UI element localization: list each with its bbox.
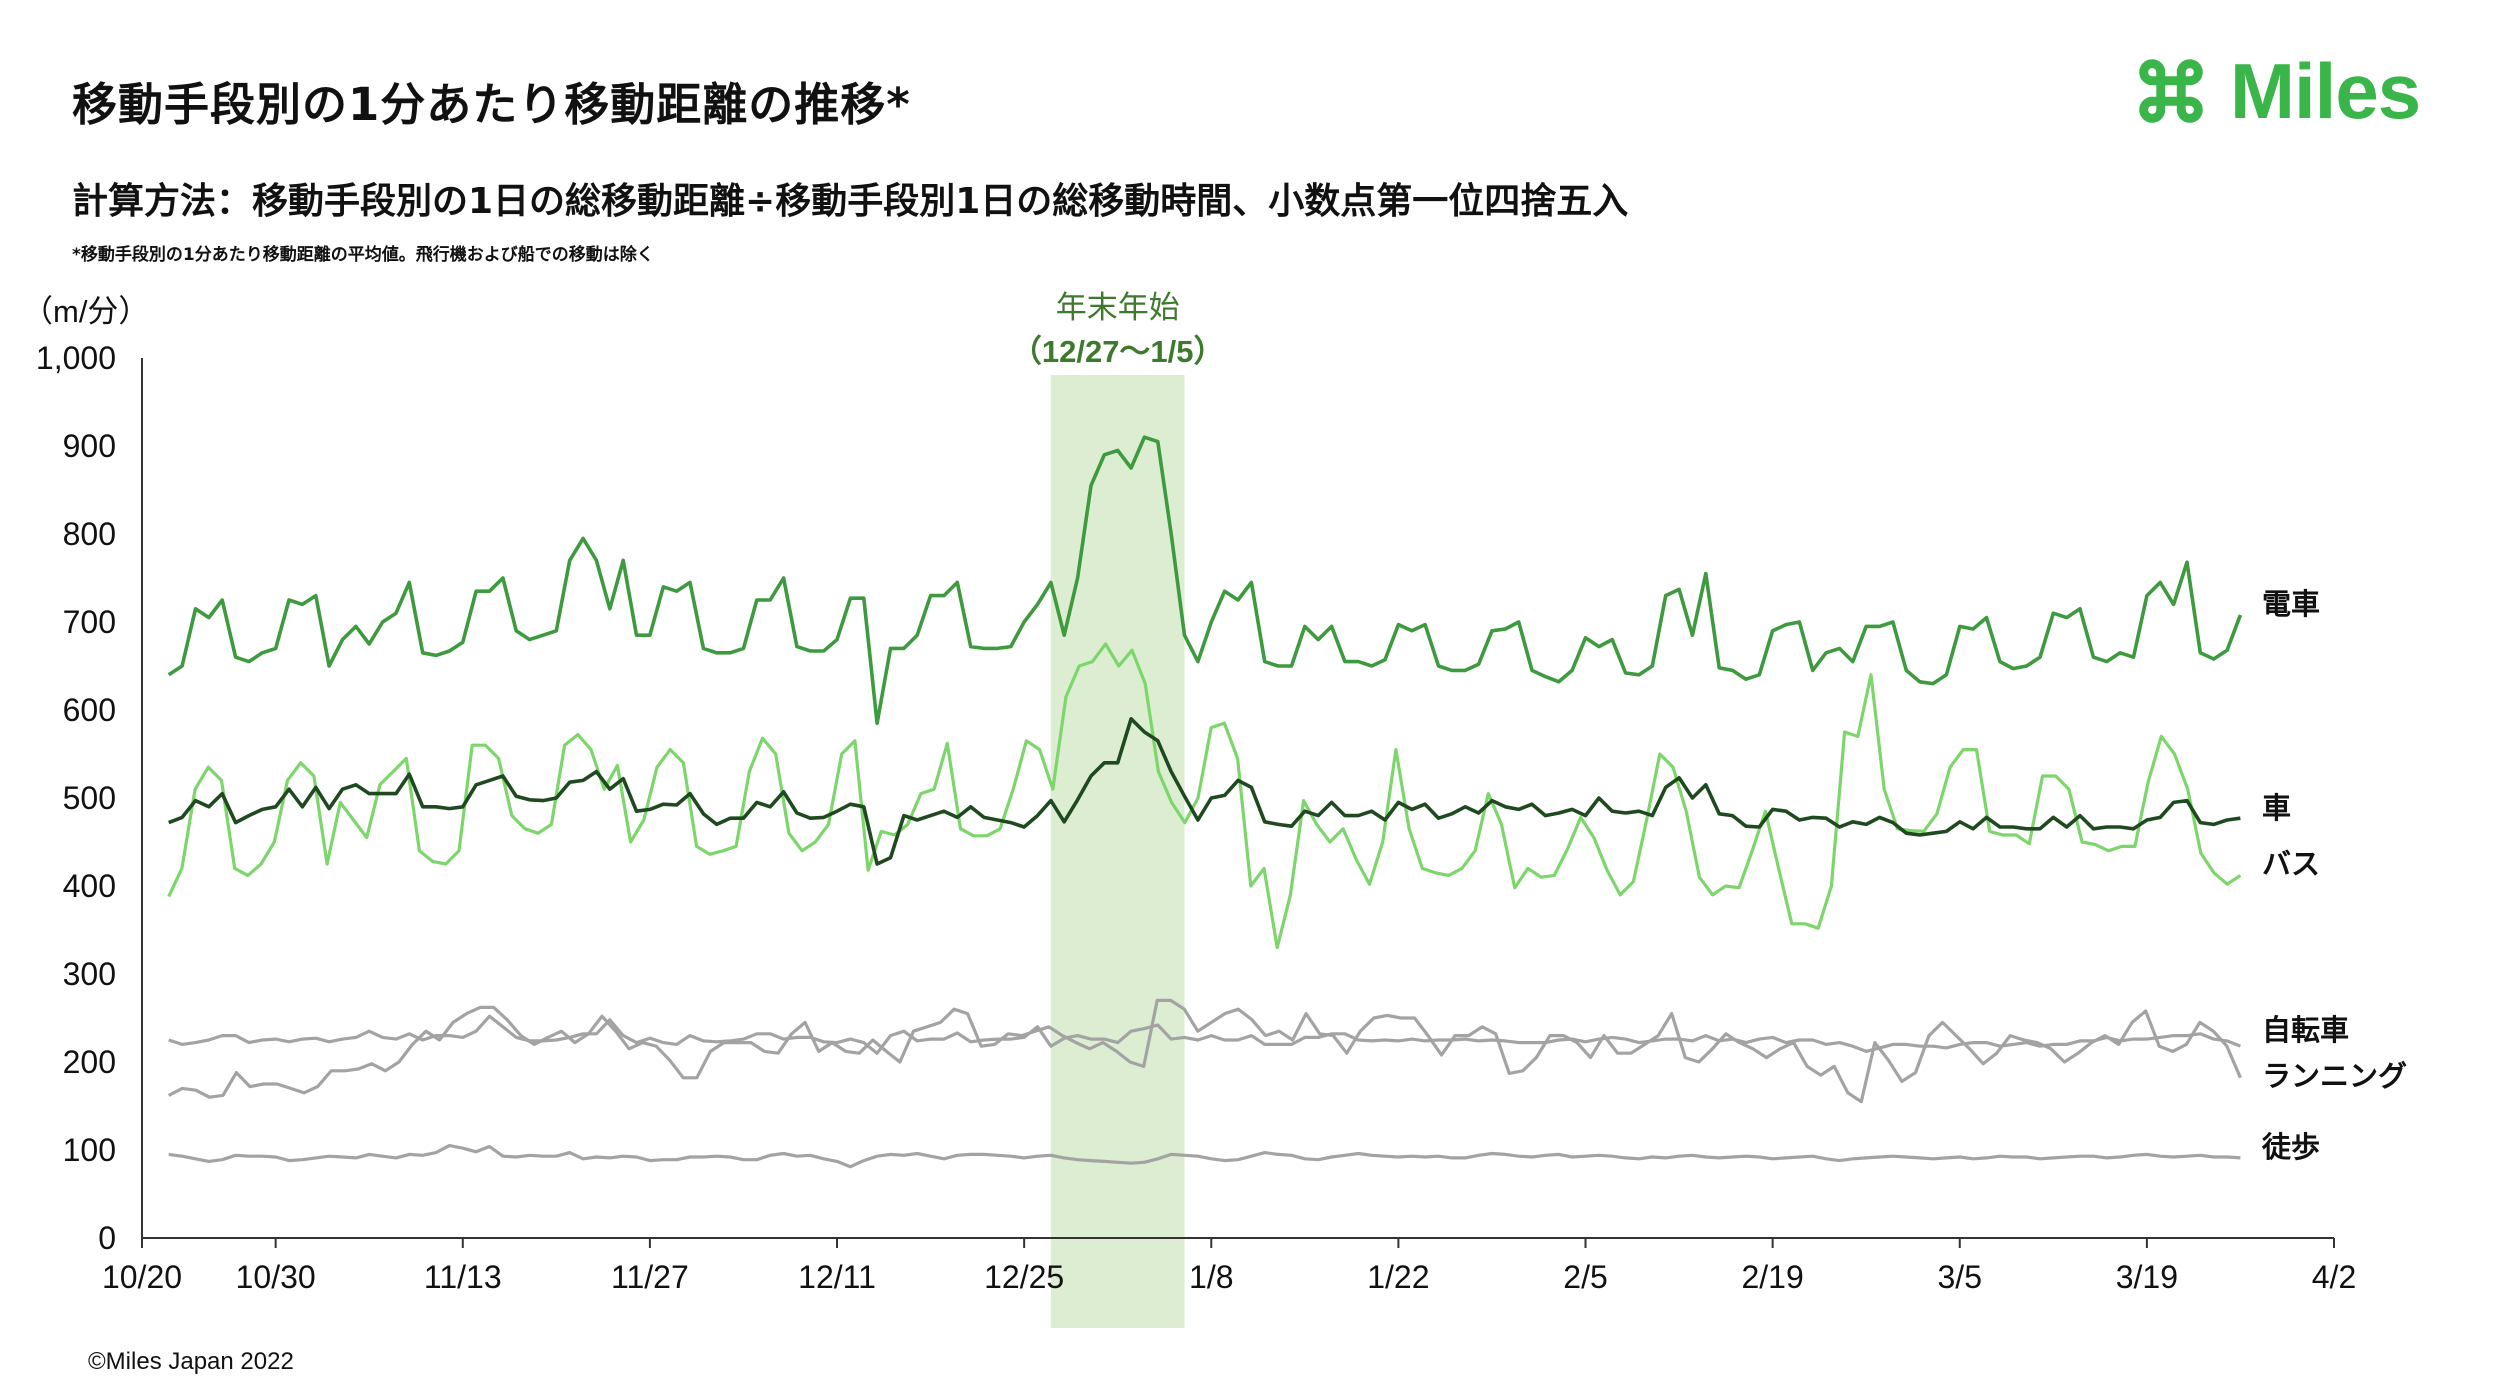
series-label-walk: 徒歩 — [2261, 1131, 2320, 1164]
series-line-run — [167, 998, 2242, 1104]
y-axis-label: （m/分） — [22, 294, 149, 329]
y-tick-label: 300 — [63, 956, 116, 992]
series-label-bike: 自転車 — [2262, 1014, 2349, 1047]
series-line-bus — [167, 642, 2242, 950]
logo-text: Miles — [2230, 46, 2421, 135]
y-tick-label: 400 — [63, 868, 116, 904]
x-tick-label: 3/5 — [1938, 1259, 1982, 1295]
y-tick-label: 500 — [63, 780, 116, 816]
y-tick-label: 100 — [63, 1132, 116, 1168]
footnote: *移動手段別の1分あたり移動距離の平均値。飛行機および船での移動は除く — [72, 245, 654, 265]
x-tick-label: 12/25 — [984, 1259, 1064, 1295]
x-tick-label: 1/22 — [1367, 1259, 1429, 1295]
y-tick-label: 200 — [63, 1044, 116, 1080]
x-tick-label: 2/5 — [1563, 1259, 1607, 1295]
command-key-icon — [2139, 59, 2203, 123]
series-line-walk — [168, 1143, 2241, 1169]
x-tick-label: 2/19 — [1741, 1259, 1803, 1295]
series-line-train — [167, 435, 2243, 726]
y-tick-label: 600 — [63, 692, 116, 728]
x-tick-label: 3/19 — [2116, 1259, 2178, 1295]
series-line-car — [168, 716, 2241, 866]
y-tick-label: 1,000 — [36, 340, 116, 376]
highlight-label: 年末年始 — [1056, 290, 1180, 325]
x-tick-label: 1/8 — [1189, 1259, 1233, 1295]
x-tick-label: 11/27 — [611, 1259, 689, 1295]
y-tick-label: 900 — [63, 428, 116, 464]
series-label-bus: バス — [2262, 849, 2320, 881]
series-label-run: ランニング — [2262, 1060, 2407, 1093]
x-tick-label: 10/20 — [102, 1259, 182, 1295]
copyright: ©Miles Japan 2022 — [88, 1348, 294, 1375]
y-tick-label: 700 — [63, 604, 116, 640]
x-tick-label: 4/2 — [2312, 1259, 2356, 1295]
x-tick-label: 10/30 — [236, 1259, 316, 1295]
page-title: 移動手段別の1分あたり移動距離の推移* — [72, 78, 911, 131]
series-label-car: 車 — [2262, 792, 2291, 825]
calculation-method: 計算方法：移動手段別の1日の総移動距離÷移動手段別1日の総移動時間、小数点第一位… — [72, 181, 1629, 222]
highlight-band — [1050, 375, 1185, 1328]
x-tick-label: 12/11 — [798, 1259, 876, 1295]
x-tick-label: 11/13 — [424, 1259, 502, 1295]
highlight-range-label: （12/27〜1/5） — [1011, 334, 1225, 369]
series-line-bike — [168, 1014, 2241, 1055]
series-label-train: 電車 — [2262, 588, 2320, 621]
miles-logo: Miles — [2130, 46, 2421, 136]
y-tick-label: 800 — [63, 516, 116, 552]
y-tick-label: 0 — [98, 1220, 116, 1256]
